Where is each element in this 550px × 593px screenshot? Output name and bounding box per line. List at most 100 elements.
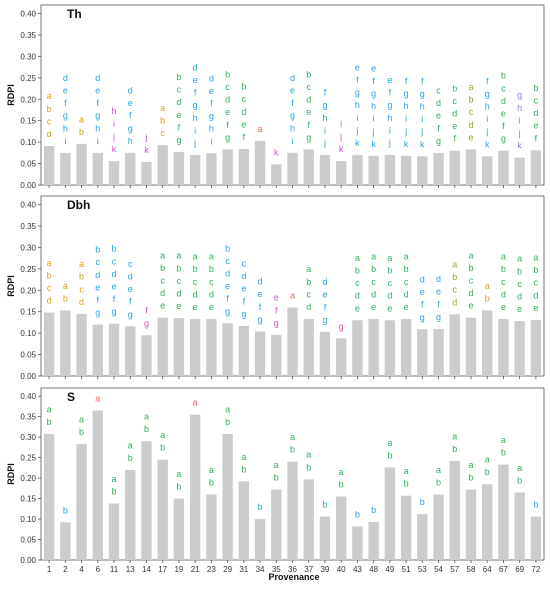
x-tick-label-54: 54 bbox=[434, 565, 443, 574]
bar-dbh-69 bbox=[514, 321, 525, 376]
bar-dbh-11 bbox=[108, 323, 120, 376]
x-axis-title: Provenance bbox=[268, 572, 319, 582]
bar-s-64 bbox=[482, 484, 493, 560]
y-tick-label-s: 0.20 bbox=[20, 474, 36, 483]
bar-th-51 bbox=[400, 155, 412, 185]
significance-letters-s-39: b bbox=[322, 500, 327, 510]
x-tick-label-58: 58 bbox=[467, 565, 476, 574]
y-tick-label-th: 0.30 bbox=[20, 52, 36, 61]
y-tick-label-s: 0.35 bbox=[20, 413, 36, 422]
bar-s-51 bbox=[400, 495, 412, 560]
y-tick-label-th: 0.05 bbox=[20, 160, 36, 169]
bar-s-11 bbox=[108, 503, 120, 560]
y-tick-label-s: 0.30 bbox=[20, 433, 36, 442]
bar-s-4 bbox=[76, 444, 87, 560]
bar-th-29 bbox=[222, 149, 233, 185]
panel-title-dbh: Dbh bbox=[67, 198, 90, 212]
x-tick-label-51: 51 bbox=[402, 565, 411, 574]
x-tick-label-43: 43 bbox=[353, 565, 362, 574]
bar-dbh-53 bbox=[417, 329, 428, 376]
bar-dbh-19 bbox=[173, 318, 185, 376]
y-tick-label-dbh: 0.15 bbox=[20, 308, 36, 317]
x-tick-label-19: 19 bbox=[174, 565, 183, 574]
bar-dbh-37 bbox=[303, 319, 314, 376]
significance-letters-s-43: b bbox=[355, 509, 360, 519]
y-tick-label-dbh: 0.10 bbox=[20, 329, 36, 338]
bar-th-11 bbox=[108, 161, 120, 185]
bar-th-43 bbox=[352, 155, 363, 185]
x-tick-label-23: 23 bbox=[207, 565, 216, 574]
significance-letters-th-34: a bbox=[258, 124, 263, 134]
bar-th-6 bbox=[92, 152, 103, 185]
bar-s-58 bbox=[465, 489, 477, 560]
bar-s-21 bbox=[189, 414, 201, 560]
bar-s-49 bbox=[384, 467, 396, 560]
bar-s-29 bbox=[222, 433, 233, 560]
x-tick-label-53: 53 bbox=[418, 565, 427, 574]
y-tick-label-th: 0.15 bbox=[20, 117, 36, 126]
bar-dbh-21 bbox=[189, 319, 201, 376]
x-tick-label-67: 67 bbox=[499, 565, 508, 574]
y-tick-label-dbh: 0.00 bbox=[20, 372, 36, 381]
bar-dbh-72 bbox=[530, 319, 542, 376]
y-tick-label-dbh: 0.25 bbox=[20, 265, 36, 274]
y-axis-title-th: RDPI bbox=[6, 84, 16, 106]
bar-s-54 bbox=[433, 494, 444, 560]
x-tick-label-40: 40 bbox=[337, 565, 346, 574]
bar-s-40 bbox=[335, 496, 347, 560]
y-tick-label-dbh: 0.40 bbox=[20, 201, 36, 210]
bar-dbh-35 bbox=[271, 334, 282, 376]
x-tick-label-11: 11 bbox=[110, 565, 119, 574]
y-tick-label-dbh: 0.30 bbox=[20, 243, 36, 252]
bar-s-48 bbox=[368, 521, 379, 560]
significance-letters-s-6: a bbox=[95, 394, 100, 404]
significance-letters-th-35: k bbox=[274, 147, 279, 157]
x-tick-label-1: 1 bbox=[47, 565, 52, 574]
panel-title-s: S bbox=[67, 390, 75, 404]
bar-th-19 bbox=[173, 152, 185, 185]
y-tick-label-s: 0.25 bbox=[20, 454, 36, 463]
bar-th-48 bbox=[368, 155, 379, 185]
bar-s-34 bbox=[254, 519, 266, 560]
bar-dbh-4 bbox=[76, 313, 87, 376]
x-tick-label-2: 2 bbox=[63, 565, 68, 574]
bar-dbh-57 bbox=[449, 314, 460, 376]
y-tick-label-th: 0.10 bbox=[20, 138, 36, 147]
bar-s-35 bbox=[271, 489, 282, 560]
x-tick-label-14: 14 bbox=[142, 565, 151, 574]
bar-s-13 bbox=[125, 469, 136, 560]
bar-dbh-31 bbox=[238, 325, 250, 376]
bar-th-57 bbox=[449, 150, 460, 185]
bar-th-14 bbox=[141, 161, 152, 185]
bar-s-67 bbox=[498, 464, 509, 560]
bar-th-67 bbox=[498, 150, 509, 185]
bar-th-49 bbox=[384, 155, 396, 185]
bar-s-53 bbox=[417, 514, 428, 560]
